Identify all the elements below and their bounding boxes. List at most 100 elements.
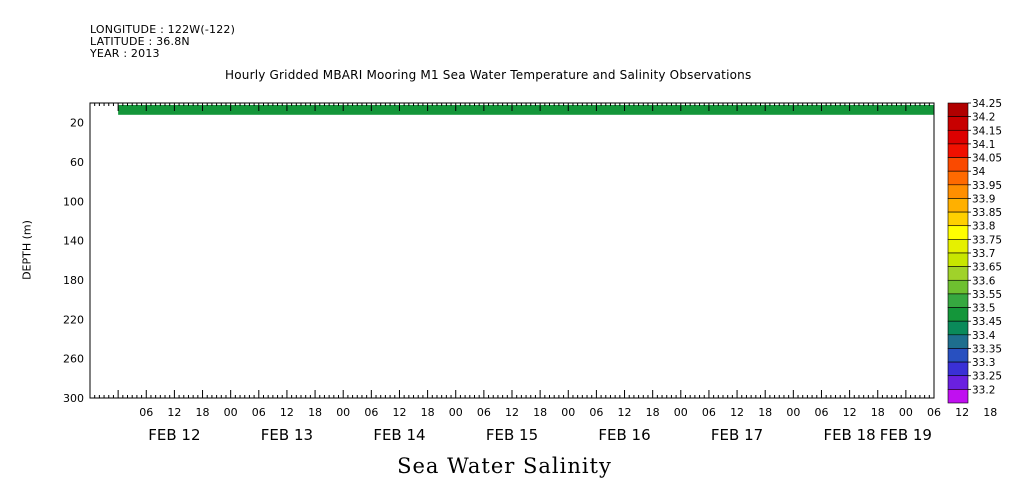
colorbar-swatch: [947, 143, 969, 158]
salinity-field: [90, 103, 934, 398]
colorbar-label: 33.2: [972, 384, 995, 396]
x-tick-label: 12: [392, 406, 406, 419]
colorbar-label: 33.45: [972, 316, 1002, 328]
y-tick-label: 220: [63, 313, 84, 326]
colorbar-swatch: [947, 184, 969, 199]
colorbar-swatch: [947, 266, 969, 281]
x-tick-label: 12: [167, 406, 181, 419]
colorbar-label: 34: [972, 166, 986, 178]
colorbar-swatch: [947, 170, 969, 186]
colorbar-label: 34.1: [972, 139, 995, 151]
x-tick-label: 18: [308, 406, 322, 419]
colorbar-label: 33.25: [972, 371, 1002, 383]
x-tick-label: 00: [449, 406, 463, 419]
colorbar-swatch: [947, 348, 969, 363]
x-tick-label: 00: [674, 406, 688, 419]
x-tick-label: 00: [336, 406, 350, 419]
y-tick-label: 180: [63, 274, 84, 287]
x-tick-label: 06: [139, 406, 153, 419]
colorbar-label: 33.6: [972, 275, 996, 287]
colorbar-label: 33.4: [972, 330, 996, 342]
x-tick-label: 12: [618, 406, 632, 419]
colorbar-swatch: [947, 375, 969, 390]
x-tick-label: 18: [196, 406, 210, 419]
x-tick-label: 18: [421, 406, 435, 419]
chart-title: Hourly Gridded MBARI Mooring M1 Sea Wate…: [225, 68, 752, 82]
colorbar-label: 33.8: [972, 221, 995, 233]
x-tick-label: 12: [280, 406, 294, 419]
x-tick-label: 18: [533, 406, 547, 419]
x-tick-label: 06: [814, 406, 828, 419]
colorbar-swatch: [947, 157, 969, 172]
colorbar-swatch: [947, 307, 969, 322]
colorbar-swatch: [947, 211, 969, 227]
colorbar-swatch: [947, 252, 969, 267]
x-tick-label: 06: [477, 406, 491, 419]
colorbar-label: 33.9: [972, 193, 995, 205]
x-tick-label: 18: [871, 406, 885, 419]
x-tick-label: 00: [786, 406, 800, 419]
colorbar-swatch: [947, 225, 969, 240]
x-tick-label: 06: [927, 406, 941, 419]
x-tick-label: 06: [364, 406, 378, 419]
x-tick-label: 06: [702, 406, 716, 419]
x-tick-label: 12: [843, 406, 857, 419]
colorbar-label: 34.15: [972, 125, 1002, 137]
colorbar-label: 33.85: [972, 207, 1002, 219]
x-day-label: FEB 16: [598, 426, 650, 444]
y-tick-label: 100: [63, 195, 84, 208]
x-tick-label: 00: [899, 406, 913, 419]
colorbar-label: 33.7: [972, 248, 995, 260]
x-tick-label: 00: [561, 406, 575, 419]
colorbar-label: 34.05: [972, 153, 1002, 165]
colorbar-swatch: [947, 293, 969, 308]
y-tick-label: 20: [70, 117, 84, 130]
x-tick-label: 12: [505, 406, 519, 419]
colorbar-label: 33.95: [972, 180, 1002, 192]
y-tick-label: 60: [70, 156, 84, 169]
variable-label: Sea Water Salinity: [397, 454, 612, 478]
latitude-label: LATITUDE : 36.8N: [90, 35, 190, 48]
colorbar-label: 33.55: [972, 289, 1002, 301]
colorbar-label: 34.25: [972, 98, 1002, 110]
plot-area: [90, 103, 934, 398]
colorbar-swatch: [947, 102, 969, 117]
colorbar-swatch: [947, 320, 969, 336]
colorbar-swatch: [947, 198, 969, 213]
colorbar-swatch: [947, 116, 969, 131]
plot-background: [90, 103, 934, 398]
colorbar-swatch: [947, 239, 969, 254]
x-tick-label: 18: [758, 406, 772, 419]
x-day-label: FEB 12: [148, 426, 200, 444]
colorbar-label: 34.2: [972, 112, 995, 124]
colorbar-label: 33.3: [972, 357, 995, 369]
colorbar-label: 33.65: [972, 262, 1002, 274]
x-day-label: FEB 15: [486, 426, 538, 444]
x-tick-label: 06: [589, 406, 603, 419]
axes: 20 60 100 140 180 220 260 300 06 12 18 00 06 12 18 00 06…: [63, 102, 997, 444]
x-tick-label: 06: [252, 406, 266, 419]
colorbar-swatch: [947, 129, 969, 145]
x-tick-label: 12: [955, 406, 969, 419]
x-tick-label: 12: [730, 406, 744, 419]
x-tick-label: 00: [224, 406, 238, 419]
year-label: YEAR : 2013: [90, 47, 160, 60]
x-day-label: FEB 18: [823, 426, 875, 444]
colorbar-label: 33.35: [972, 343, 1002, 355]
surface-band: [118, 104, 934, 115]
x-day-label: FEB 19: [880, 426, 932, 444]
x-tick-label: 18: [646, 406, 660, 419]
y-tick-label: 300: [63, 392, 84, 405]
colorbar-swatch: [947, 361, 969, 377]
colorbar-label: 33.75: [972, 234, 1002, 246]
x-tick-label: 18: [983, 406, 997, 419]
y-tick-label: 140: [63, 235, 84, 248]
x-day-label: FEB 17: [711, 426, 763, 444]
colorbar-swatch: [947, 334, 969, 349]
colorbar-swatch: [947, 389, 969, 404]
x-day-label: FEB 14: [373, 426, 425, 444]
longitude-label: LONGITUDE : 122W(-122): [90, 23, 236, 36]
colorbar-swatch: [947, 279, 969, 295]
